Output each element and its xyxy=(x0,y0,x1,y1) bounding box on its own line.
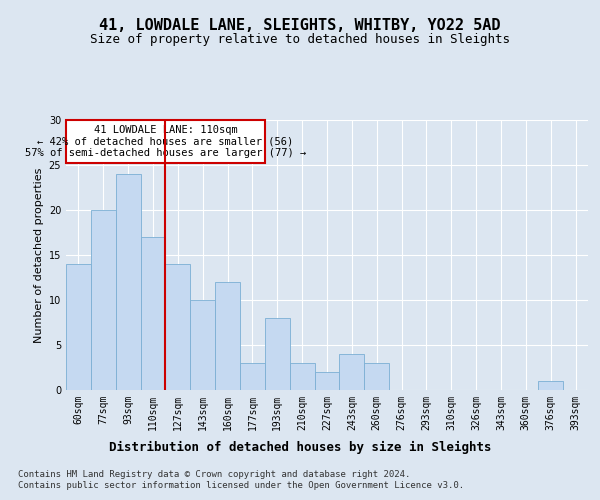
Bar xyxy=(91,210,116,390)
FancyBboxPatch shape xyxy=(66,120,265,163)
Bar xyxy=(190,300,215,390)
Bar xyxy=(215,282,240,390)
Bar xyxy=(538,381,563,390)
Bar xyxy=(66,264,91,390)
Text: 41 LOWDALE LANE: 110sqm
← 42% of detached houses are smaller (56)
57% of semi-de: 41 LOWDALE LANE: 110sqm ← 42% of detache… xyxy=(25,125,306,158)
Bar xyxy=(116,174,140,390)
Bar xyxy=(364,363,389,390)
Y-axis label: Number of detached properties: Number of detached properties xyxy=(34,168,44,342)
Bar xyxy=(290,363,314,390)
Bar xyxy=(166,264,190,390)
Bar xyxy=(340,354,364,390)
Bar xyxy=(265,318,290,390)
Text: Contains HM Land Registry data © Crown copyright and database right 2024.
Contai: Contains HM Land Registry data © Crown c… xyxy=(18,470,464,490)
Bar xyxy=(314,372,340,390)
Bar xyxy=(240,363,265,390)
Text: Size of property relative to detached houses in Sleights: Size of property relative to detached ho… xyxy=(90,32,510,46)
Text: Distribution of detached houses by size in Sleights: Distribution of detached houses by size … xyxy=(109,441,491,454)
Bar xyxy=(140,237,166,390)
Text: 41, LOWDALE LANE, SLEIGHTS, WHITBY, YO22 5AD: 41, LOWDALE LANE, SLEIGHTS, WHITBY, YO22… xyxy=(99,18,501,32)
